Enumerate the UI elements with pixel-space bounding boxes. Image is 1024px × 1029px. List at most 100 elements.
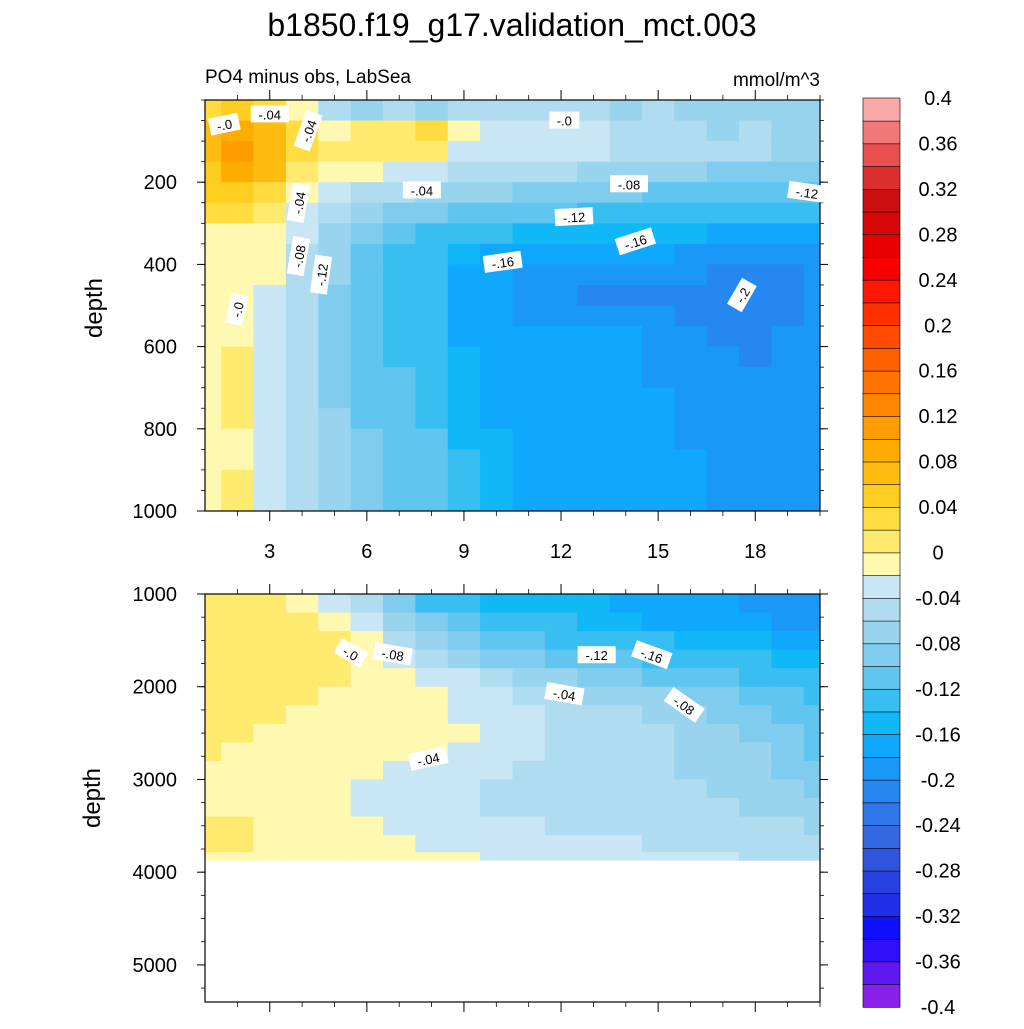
contour-label-text: -.0	[216, 116, 234, 134]
colorbar-box	[862, 506, 901, 531]
colorbar-box	[862, 279, 901, 304]
contour-cell	[205, 779, 222, 799]
contour-cell	[609, 202, 643, 224]
contour-cell	[383, 346, 416, 368]
contour-cell	[415, 284, 449, 307]
contour-cell	[221, 631, 255, 651]
contour-cell	[512, 852, 546, 861]
contour-cell	[512, 686, 546, 706]
contour-cell	[674, 816, 708, 836]
contour-cell	[318, 779, 352, 799]
contour-cell	[544, 182, 578, 204]
contour-cell	[383, 120, 416, 142]
y-tick-label: 1000	[133, 584, 178, 606]
contour-cell	[415, 798, 449, 818]
contour-label-bg	[293, 109, 323, 152]
colorbar-label: 0.2	[924, 315, 952, 337]
contour-cell	[318, 705, 352, 725]
contour-cell	[253, 723, 287, 743]
contour-cell	[512, 387, 546, 409]
contour-cell	[480, 742, 514, 762]
colorbar-box	[862, 415, 901, 440]
contour-cell	[803, 594, 820, 614]
contour-cell	[383, 141, 416, 163]
contour-cell	[415, 835, 449, 853]
contour-cell	[253, 760, 287, 781]
contour-cell	[318, 852, 352, 861]
contour-cell	[803, 612, 820, 632]
contour-cell	[674, 161, 708, 183]
contour-cell	[577, 798, 611, 818]
contour-cell	[318, 161, 352, 183]
contour-cell	[350, 686, 384, 706]
contour-cell	[253, 779, 287, 799]
contour-cell	[641, 182, 675, 204]
contour-label-text: -.08	[618, 177, 640, 192]
contour-cell	[512, 449, 546, 471]
contour-cell	[512, 284, 546, 307]
contour-cell	[609, 449, 643, 471]
contour-cell	[609, 705, 643, 725]
colorbar-box	[862, 529, 901, 554]
contour-cell	[383, 387, 416, 409]
contour-cell	[803, 469, 820, 492]
contour-cell	[415, 202, 449, 224]
contour-cell	[771, 760, 805, 781]
contour-cell	[253, 705, 287, 725]
contour-cell	[577, 264, 611, 286]
contour-cell	[609, 668, 643, 688]
contour-cell	[415, 428, 449, 450]
contour-cell	[415, 594, 449, 614]
contour-cell	[253, 223, 287, 245]
contour-cell	[577, 408, 611, 430]
contour-cell	[350, 367, 384, 389]
contour-cell	[609, 760, 643, 781]
y-tick-label: 3000	[133, 769, 178, 791]
contour-cell	[512, 202, 546, 224]
contour-cell	[285, 705, 319, 725]
contour-cell	[221, 243, 255, 265]
contour-cell	[253, 120, 287, 142]
contour-cell	[803, 284, 820, 307]
contour-cell	[641, 490, 675, 511]
contour-cell	[706, 612, 740, 632]
contour-cell	[318, 428, 352, 450]
contour-cell	[803, 816, 820, 836]
contour-cell	[577, 387, 611, 409]
colorbar-label: 0	[932, 543, 943, 565]
contour-cell	[803, 264, 820, 286]
contour-cell	[318, 326, 352, 348]
contour-cell	[544, 760, 578, 781]
contour-cell	[577, 779, 611, 799]
contour-cell	[383, 723, 416, 743]
contour-label: -.12	[787, 180, 828, 204]
colorbar-box	[862, 302, 901, 326]
contour-cell	[285, 835, 319, 853]
contour-cell	[609, 326, 643, 348]
contour-cell	[383, 449, 416, 471]
contour-cell	[285, 367, 319, 389]
contour-cell	[674, 779, 708, 799]
contour-cell	[415, 387, 449, 409]
contour-cell	[221, 852, 255, 861]
contour-cell	[350, 723, 384, 743]
contour-cell	[253, 816, 287, 836]
contour-cell	[739, 326, 773, 348]
contour-cell	[221, 202, 255, 224]
contour-cell	[480, 779, 514, 799]
contour-cell	[609, 100, 643, 122]
contour-cell	[415, 469, 449, 492]
contour-cell	[674, 760, 708, 781]
contour-cell	[253, 612, 287, 632]
contour-cell	[544, 612, 578, 632]
colorbar-box	[862, 574, 901, 599]
contour-cell	[706, 428, 740, 450]
contour-label: -.04	[293, 109, 323, 152]
contour-cell	[447, 649, 481, 669]
contour-cell	[803, 449, 820, 471]
contour-cell	[383, 835, 416, 853]
colorbar-label: -0.32	[915, 906, 961, 928]
contour-label: -.12	[309, 254, 333, 295]
contour-label-bg	[286, 182, 311, 223]
contour-cell	[318, 760, 352, 781]
